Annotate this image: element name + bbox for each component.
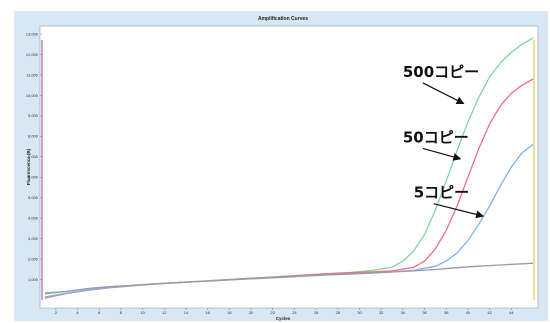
y-tick-label: 11,000 [26,72,39,77]
x-tick-label: 40 [466,310,471,315]
x-tick-label: 36 [422,310,427,315]
x-axis-label: Cycles [276,316,291,321]
y-tick-label: 12,000 [26,52,39,57]
y-tick-label: 3,000 [28,236,39,241]
x-tick-label: 2 [55,310,58,315]
x-tick-label: 14 [184,310,189,315]
x-tick-label: 18 [227,310,232,315]
x-tick-label: 20 [249,310,254,315]
x-tick-label: 10 [140,310,145,315]
annotation-arrow-1 [422,82,465,105]
x-tick-label: 38 [444,310,449,315]
annotation-label-3: 5コピー [414,184,469,202]
x-tick-label: 44 [509,310,514,315]
annotation-label-1: 500コピー [403,63,479,81]
series-line-4 [44,262,534,295]
y-tick-label: 2,000 [28,256,39,261]
y-tick-label: 9,000 [28,113,39,118]
y-axis-label: Fluorescence (R) [26,148,31,185]
y-tick-label: 6,000 [28,175,39,180]
x-tick-label: 6 [98,310,101,315]
x-axis-ticks: 2 4 6 8 10 12 14 16 18 20 22 24 26 28 30 32 34 36 38 40 42 44 [55,308,514,315]
chart-title: Amplification Curves [258,16,308,22]
x-tick-label: 16 [205,310,210,315]
x-tick-label: 28 [336,310,341,315]
annotation-arrow-2 [422,147,462,161]
x-tick-label: 34 [401,310,406,315]
x-tick-label: 8 [120,310,123,315]
y-tick-label: 5,000 [28,195,39,200]
y-tick-label: 7,000 [28,154,39,159]
y-tick-label: 4,000 [28,216,39,221]
annotation-arrow-3 [433,203,485,219]
y-tick-label: 1,000 [28,277,39,282]
x-tick-label: 4 [76,310,79,315]
x-tick-label: 22 [271,310,276,315]
x-tick-label: 32 [379,310,384,315]
x-tick-label: 26 [314,310,319,315]
series-layer [44,37,534,299]
x-tick-label: 42 [487,310,492,315]
x-tick-label: 12 [162,310,167,315]
annotation-label-2: 50コピー [403,128,469,146]
y-tick-label: 8,000 [28,134,39,139]
x-tick-label: 24 [292,310,297,315]
y-tick-label: 13,000 [26,31,39,36]
plot-area [39,25,539,309]
x-tick-label: 30 [357,310,362,315]
annotation-layer: 500コピー 50コピー 5コピー [403,63,485,219]
y-tick-label: 10,000 [26,93,39,98]
y-axis-ticks: 1,000 2,000 3,000 4,000 5,000 6,000 7,000 8,000… [26,31,42,282]
